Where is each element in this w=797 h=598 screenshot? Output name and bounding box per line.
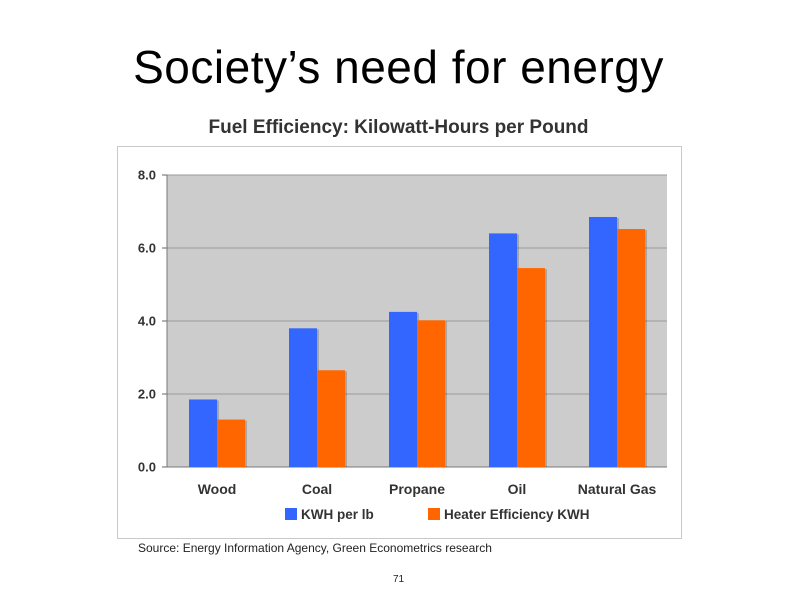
bar-kwh-natural-gas (589, 216, 617, 467)
bar-heater-natural-gas (617, 229, 645, 467)
bar-heater-coal (317, 370, 345, 467)
bar-kwh-coal (289, 328, 317, 467)
x-tick-label: Oil (508, 481, 527, 497)
chart-frame: 0.0 2.0 4.0 6.0 8.0 Wood Coal Propane Oil Natural… (117, 146, 682, 539)
bar-kwh-propane (389, 311, 417, 467)
y-tick-label: 2.0 (138, 387, 156, 402)
bar-heater-wood (217, 419, 245, 467)
x-tick-label: Propane (389, 481, 445, 497)
legend-swatch (428, 508, 440, 520)
y-tick-label: 4.0 (138, 314, 156, 329)
bar-chart: 0.0 2.0 4.0 6.0 8.0 Wood Coal Propane Oil Natural… (138, 168, 667, 522)
bar-heater-oil (517, 268, 545, 467)
legend-label: Heater Efficiency KWH (444, 507, 590, 522)
y-tick-label: 6.0 (138, 241, 156, 256)
source-note: Source: Energy Information Agency, Green… (138, 541, 492, 555)
bar-kwh-wood (189, 399, 217, 467)
y-tick-label: 8.0 (138, 168, 156, 183)
bar-heater-propane (417, 320, 445, 467)
x-tick-label: Coal (302, 481, 332, 497)
legend-swatch (285, 508, 297, 520)
legend-label: KWH per lb (301, 507, 374, 522)
page-number: 71 (392, 574, 405, 585)
x-tick-label: Natural Gas (578, 481, 657, 497)
x-tick-label: Wood (198, 481, 237, 497)
bar-kwh-oil (489, 233, 517, 467)
slide-title: Society’s need for energy (133, 41, 664, 93)
chart-title: Fuel Efficiency: Kilowatt-Hours per Poun… (208, 117, 589, 138)
y-tick-label: 0.0 (138, 460, 156, 475)
